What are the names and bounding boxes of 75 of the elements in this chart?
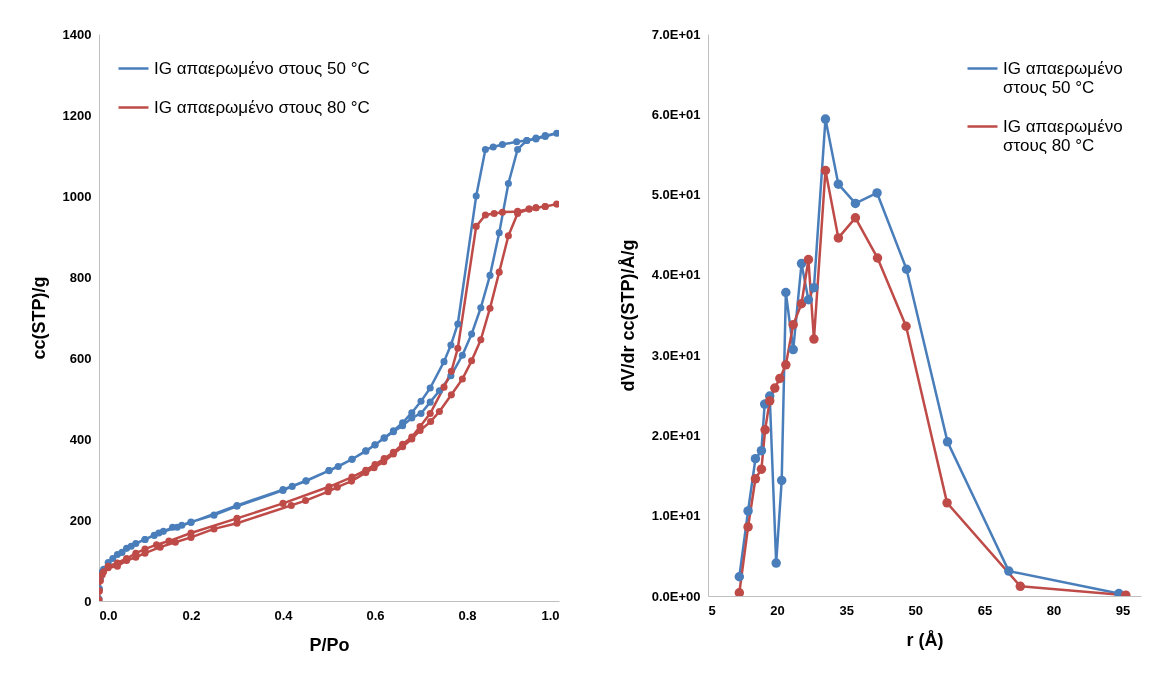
y-axis-title: cc(STP)/g — [28, 276, 49, 360]
x-tick-label: 1.0 — [541, 607, 560, 623]
x-tick-label: 0.2 — [182, 607, 201, 623]
point — [803, 254, 814, 265]
point — [803, 295, 814, 305]
point — [788, 319, 798, 330]
x-tick-label: 65 — [977, 602, 993, 618]
point — [1015, 581, 1026, 592]
point — [901, 321, 911, 331]
point — [764, 396, 775, 406]
x-tick-label: 0.0 — [99, 607, 118, 623]
legend-label: IG απαερωμένο στους 50 °C — [1003, 58, 1123, 97]
point — [734, 572, 745, 582]
x-tick-label: 35 — [839, 602, 854, 618]
y-tick-label: 7.0E+01 — [651, 26, 701, 42]
point — [750, 474, 761, 484]
x-tick-label: 0.4 — [274, 607, 294, 623]
y-tick-label: 5.0E+01 — [651, 187, 701, 203]
legend-label: IG απαερωμένο στους 50 °C — [154, 58, 370, 78]
point — [1004, 566, 1014, 576]
point — [850, 213, 861, 223]
x-axis-title: P/Po — [309, 634, 350, 655]
x-tick-label: 0.8 — [458, 607, 477, 623]
point — [820, 165, 831, 176]
point — [788, 344, 798, 355]
point — [872, 188, 882, 198]
point — [734, 588, 745, 596]
y-tick-label: 1.0E+01 — [651, 508, 701, 524]
y-tick-label: 3.0E+01 — [651, 347, 701, 363]
point — [760, 425, 770, 435]
y-tick-label: 200 — [69, 512, 92, 528]
y-tick-label: 400 — [69, 431, 92, 447]
point — [750, 453, 761, 464]
point — [809, 334, 819, 344]
y-tick-label: 4.0E+01 — [651, 267, 701, 283]
y-tick-label: 1200 — [62, 107, 92, 123]
point — [756, 445, 767, 456]
y-tick-label: 600 — [69, 350, 92, 366]
point — [850, 198, 861, 209]
point — [756, 464, 767, 474]
point — [820, 114, 831, 124]
x-axis-title: r (Å) — [906, 629, 944, 650]
point — [809, 282, 819, 293]
point — [833, 179, 844, 189]
y-axis-title: dV/dr cc(STP)/Å/g — [617, 239, 638, 392]
y-tick-label: 2.0E+01 — [651, 427, 701, 443]
point — [770, 383, 780, 393]
point — [901, 264, 912, 274]
y-tick-label: 6.0E+01 — [651, 106, 701, 122]
point — [775, 373, 785, 384]
point — [872, 253, 883, 263]
legend-label: IG απαερωμένο στους 80 °C — [154, 97, 370, 117]
y-tick-label: 0.0E+00 — [651, 588, 701, 604]
y-tick-label: 1400 — [62, 26, 92, 42]
x-tick-label: 20 — [770, 602, 785, 618]
y-tick-label: 800 — [69, 269, 92, 285]
point — [833, 233, 844, 243]
point — [942, 498, 952, 508]
point — [743, 506, 753, 516]
x-tick-label: 80 — [1046, 602, 1062, 618]
point — [796, 258, 807, 269]
x-tick-label: 5 — [708, 602, 716, 618]
y-tick-label: 0 — [84, 593, 92, 609]
x-tick-label: 95 — [1115, 602, 1131, 618]
point — [781, 287, 791, 298]
point — [781, 360, 791, 370]
point — [942, 437, 953, 447]
x-tick-label: 50 — [908, 602, 924, 618]
x-tick-label: 0.6 — [366, 607, 385, 623]
point — [743, 522, 753, 532]
y-tick-label: 1000 — [62, 188, 92, 204]
point — [796, 299, 807, 309]
legend-label: IG απαερωμένο στους 80 °C — [1003, 116, 1123, 155]
point — [776, 475, 787, 486]
point — [771, 558, 781, 568]
